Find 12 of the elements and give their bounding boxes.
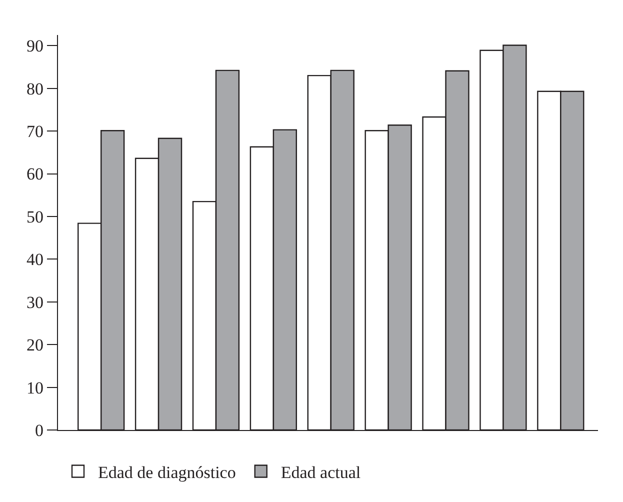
legend-label: Edad de diagnóstico [98, 462, 236, 482]
y-tick-label: 90 [26, 36, 44, 56]
y-tick-label: 80 [26, 79, 44, 98]
y-tick-label: 30 [26, 292, 44, 312]
y-tick-label: 60 [26, 164, 44, 184]
y-tick-label: 10 [26, 378, 44, 398]
y-tick-label: 50 [26, 207, 44, 226]
legend-label: Edad actual [280, 462, 361, 482]
y-tick-label: 40 [26, 250, 44, 270]
y-tick-label: 0 [35, 420, 44, 440]
y-tick-label: 20 [26, 336, 44, 355]
y-tick-label: 70 [26, 122, 44, 142]
